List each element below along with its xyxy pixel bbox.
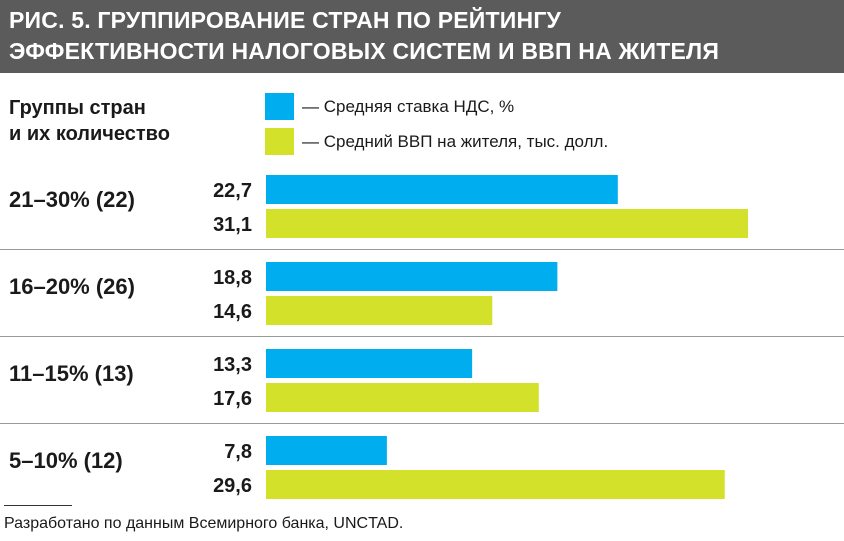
title-banner: РИС. 5. ГРУППИРОВАНИЕ СТРАН ПО РЕЙТИНГУ …: [0, 0, 844, 73]
category-label: 21–30% (22): [9, 187, 135, 212]
legend-swatch-gdp: [265, 128, 294, 155]
legend-swatch-vat: [265, 93, 294, 120]
bar-vat: [266, 262, 558, 291]
value-label-vat: 18,8: [213, 267, 252, 289]
bar-gdp: [266, 296, 493, 325]
bar-gdp: [266, 209, 748, 238]
bar-gdp: [266, 383, 539, 412]
group-header-line-2: и их количество: [9, 123, 170, 145]
category-label: 16–20% (26): [9, 274, 135, 299]
value-label-gdp: 14,6: [213, 301, 252, 323]
legend-label-vat: — Средняя ставка НДС, %: [302, 97, 515, 116]
value-label-gdp: 31,1: [213, 214, 252, 236]
bar-vat: [266, 175, 618, 204]
chart-title-line-2: ЭФФЕКТИВНОСТИ НАЛОГОВЫХ СИСТЕМ И ВВП НА …: [9, 38, 720, 64]
category-label: 11–15% (13): [9, 361, 134, 386]
category-label: 5–10% (12): [9, 448, 123, 473]
group-header-line-1: Группы стран: [9, 97, 146, 119]
bar-vat: [266, 349, 473, 378]
value-label-vat: 7,8: [224, 441, 252, 463]
value-label-vat: 22,7: [213, 180, 252, 202]
bar-gdp: [266, 470, 725, 499]
source-rule: [4, 505, 72, 506]
chart-title-line-1: РИС. 5. ГРУППИРОВАНИЕ СТРАН ПО РЕЙТИНГУ: [9, 7, 562, 33]
value-label-gdp: 17,6: [213, 388, 252, 410]
bar-vat: [266, 436, 387, 465]
value-label-vat: 13,3: [213, 354, 252, 376]
legend-label-gdp: — Средний ВВП на жителя, тыс. долл.: [302, 132, 609, 151]
source-note: Разработано по данным Всемирного банка, …: [4, 515, 404, 532]
value-label-gdp: 29,6: [213, 475, 252, 497]
